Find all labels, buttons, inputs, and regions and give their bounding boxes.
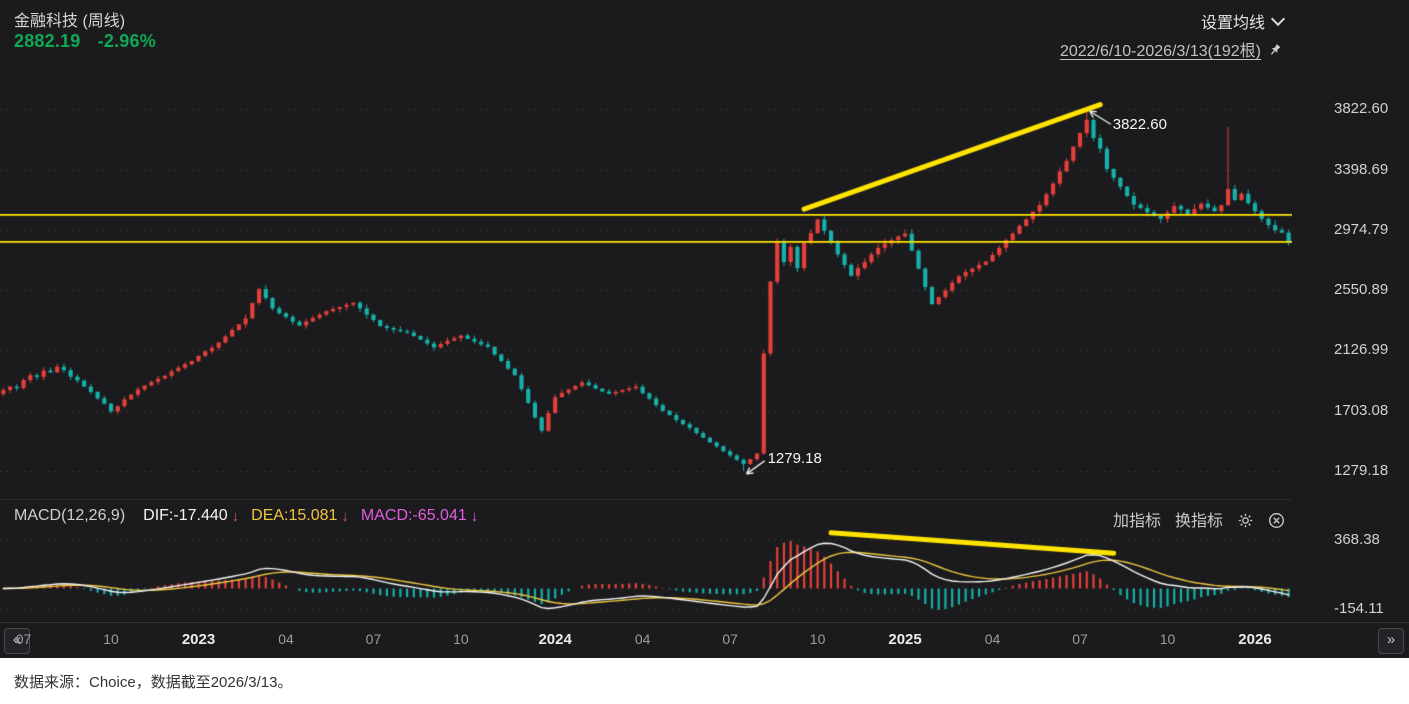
pin-icon[interactable] <box>1267 42 1283 58</box>
price-axis-label: 1703.08 <box>1334 401 1389 419</box>
macd-header: MACD(12,26,9) DIF:-17.440 ↓ DEA:15.081 ↓… <box>14 507 490 525</box>
scroll-right-button[interactable]: » <box>1378 628 1404 654</box>
footer: 数据来源：Choice，数据截至2026/3/13。 <box>0 658 1409 704</box>
ma-settings-button[interactable]: 设置均线 <box>1200 9 1286 33</box>
last-price: 2882.19 <box>14 31 81 51</box>
macd-down-arrow-icon: ↓ <box>470 507 479 525</box>
macd-axis-label: -154.11 <box>1334 599 1384 617</box>
chart-title: 金融科技 (周线) <box>14 13 126 30</box>
price-axis-label: 2974.79 <box>1334 220 1389 238</box>
close-indicator-icon[interactable] <box>1268 512 1285 529</box>
chevron-down-icon <box>1270 11 1286 26</box>
chart-plot-area[interactable] <box>0 0 1292 622</box>
price-axis-label: 3398.69 <box>1334 160 1389 178</box>
price-axis-label: 2126.99 <box>1334 341 1389 359</box>
switch-indicator-button[interactable]: 换指标 <box>1174 513 1223 530</box>
change-percent: -2.96% <box>97 31 156 51</box>
dif-down-arrow-icon: ↓ <box>231 507 240 525</box>
dea-down-arrow-icon: ↓ <box>341 507 349 525</box>
ma-settings-label: 设置均线 <box>1200 15 1265 32</box>
price-row: 2882.19 -2.96% <box>14 31 156 52</box>
date-range-control[interactable]: 2022/6/10-2026/3/13(192根) <box>1060 37 1283 61</box>
date-range-label: 2022/6/10-2026/3/13(192根) <box>1059 43 1261 60</box>
dif-value: DIF:-17.440 <box>143 507 228 524</box>
add-indicator-button[interactable]: 加指标 <box>1112 513 1161 530</box>
x-axis-strip: « » <box>0 622 1409 659</box>
scroll-left-button[interactable]: « <box>4 628 30 654</box>
macd-tools: 加指标 换指标 <box>1113 507 1285 531</box>
macd-value: MACD:-65.041 <box>360 507 467 524</box>
price-axis-label: 2550.89 <box>1334 281 1389 299</box>
macd-axis-label: 368.38 <box>1334 531 1380 549</box>
price-axis-label: 1279.18 <box>1334 461 1389 479</box>
data-source-note: 数据来源：Choice，数据截至2026/3/13。 <box>14 674 293 691</box>
dea-value: DEA:15.081 <box>251 507 338 524</box>
settings-gear-icon[interactable] <box>1237 512 1254 529</box>
macd-indicator-label: MACD(12,26,9) <box>14 507 126 524</box>
price-axis-label: 3822.60 <box>1334 100 1389 118</box>
